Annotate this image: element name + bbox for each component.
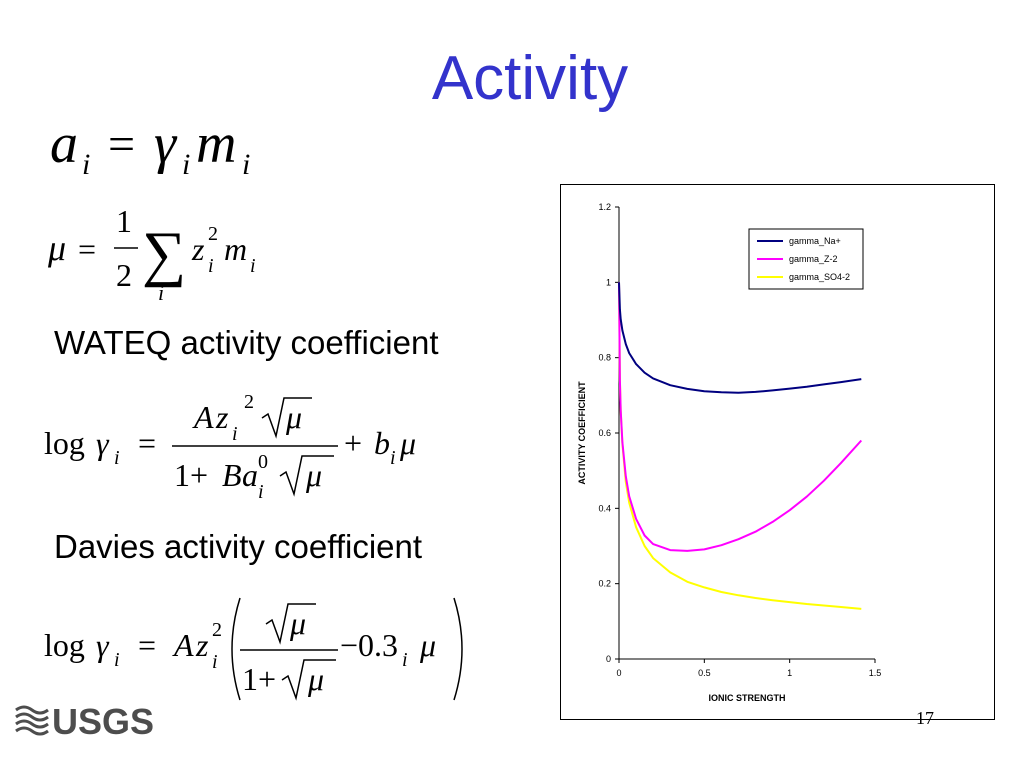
eq-davies-z-exp: 2 xyxy=(212,619,222,641)
eq-wateq-z: z xyxy=(215,399,229,435)
eq-activity-sub-i: i xyxy=(82,148,90,181)
usgs-logo: USGS xyxy=(15,701,154,742)
eq-davies-z-sub: i xyxy=(212,651,218,673)
x-axis-label: IONIC STRENGTH xyxy=(708,693,785,703)
y-tick-label: 0.8 xyxy=(598,353,611,363)
eq-is-m-sub: i xyxy=(250,255,256,277)
eq-wateq-equals: = xyxy=(138,425,156,461)
y-tick-label: 1.2 xyxy=(598,202,611,212)
eq-is-num: 1 xyxy=(116,203,132,239)
eq-is-z-sub: i xyxy=(208,255,214,277)
eq-davies-sqrt-top xyxy=(265,603,316,645)
y-tick-label: 0.6 xyxy=(598,428,611,438)
eq-activity-equals: = xyxy=(108,118,135,171)
eq-davies-equals: = xyxy=(138,627,156,663)
eq-davies-mu-end: μ xyxy=(419,627,436,663)
y-tick-label: 0.2 xyxy=(598,579,611,589)
davies-heading: Davies activity coefficient xyxy=(54,528,423,565)
eq-activity-a: a xyxy=(50,113,78,175)
activity-equation: a i = γ i m i xyxy=(50,113,250,181)
eq-wateq-a: a xyxy=(242,457,258,493)
y-tick-label: 0.4 xyxy=(598,503,611,513)
eq-is-den: 2 xyxy=(116,257,132,293)
legend-label-2: gamma_SO4-2 xyxy=(789,272,850,282)
eq-wateq-a-exp: 0 xyxy=(258,451,268,473)
eq-davies-log: log xyxy=(44,627,85,663)
eq-davies-A: A xyxy=(172,627,194,663)
eq-activity-m: m xyxy=(196,113,236,175)
usgs-wave-icon xyxy=(15,705,49,736)
chart-frame: 0 0.2 0.4 0.6 0.8 1 1.2 0 0.5 1 1.5 IONIC STRENGTH A… xyxy=(560,184,995,720)
eq-activity-sub-i2: i xyxy=(182,148,190,181)
slide-title: Activity xyxy=(431,44,629,113)
eq-davies-gamma-sub: i xyxy=(114,649,120,671)
eq-wateq-b: b xyxy=(374,425,390,461)
eq-davies-gamma: γ xyxy=(96,627,110,663)
eq-is-z: z xyxy=(191,231,205,267)
eq-is-sum: ∑ xyxy=(142,220,186,288)
eq-wateq-B: B xyxy=(222,457,242,493)
eq-wateq-log: log xyxy=(44,425,85,461)
x-tick-label: 0.5 xyxy=(698,668,711,678)
x-tick-label: 0 xyxy=(616,668,621,678)
eq-wateq-gamma-sub: i xyxy=(114,447,120,469)
eq-wateq-sqrt-top xyxy=(261,397,312,439)
eq-wateq-A: A xyxy=(192,399,214,435)
y-tick-label: 1 xyxy=(606,277,611,287)
eq-davies-minus-const: −0.3 xyxy=(340,627,398,663)
eq-is-equals: = xyxy=(78,231,96,267)
eq-wateq-z-exp: 2 xyxy=(244,391,254,413)
x-tick-label: 1 xyxy=(787,668,792,678)
eq-davies-const-sub: i xyxy=(402,649,408,671)
activity-coefficient-chart: 0 0.2 0.4 0.6 0.8 1 1.2 0 0.5 1 1.5 IONIC STRENGTH A… xyxy=(577,202,882,703)
series-line-1 xyxy=(618,282,863,552)
usgs-logo-text: USGS xyxy=(52,701,154,742)
eq-wateq-sqrt-bottom xyxy=(279,455,334,497)
y-tick-label: 0 xyxy=(606,654,611,664)
eq-activity-gamma: γ xyxy=(154,113,178,175)
eq-activity-sub-i3: i xyxy=(242,148,250,181)
eq-wateq-mu-top: μ xyxy=(285,399,302,435)
x-tick-label: 1.5 xyxy=(869,668,882,678)
legend-label-1: gamma_Z-2 xyxy=(789,254,838,264)
page-number: 17 xyxy=(916,708,934,728)
eq-davies-mu-bottom: μ xyxy=(307,661,324,697)
series-line-0 xyxy=(618,282,862,394)
eq-is-sum-index: i xyxy=(158,280,164,305)
legend-label-0: gamma_Na+ xyxy=(789,236,841,246)
eq-davies-one-plus: 1+ xyxy=(242,661,276,697)
eq-is-m: m xyxy=(224,231,247,267)
series-line-2 xyxy=(618,282,862,610)
eq-wateq-z-sub: i xyxy=(232,423,238,445)
eq-wateq-plus: + xyxy=(344,425,362,461)
eq-davies-z: z xyxy=(195,627,209,663)
eq-davies-sqrt-bottom xyxy=(281,659,336,701)
eq-davies-mu-top: μ xyxy=(289,605,306,641)
eq-wateq-mu-bottom: μ xyxy=(305,457,322,493)
eq-is-z-exp: 2 xyxy=(208,223,218,245)
eq-wateq-a-sub: i xyxy=(258,481,264,503)
davies-equation: log γ i = A z i 2 μ 1+ μ −0.3 i μ xyxy=(44,597,463,701)
eq-is-mu: μ xyxy=(47,228,66,268)
eq-davies-paren-right xyxy=(453,597,463,701)
eq-wateq-one-plus: 1+ xyxy=(174,457,208,493)
eq-davies-paren-left xyxy=(231,597,241,701)
eq-wateq-gamma: γ xyxy=(96,425,110,461)
y-axis-label: ACTIVITY COEFFICIENT xyxy=(577,381,587,485)
wateq-heading: WATEQ activity coefficient xyxy=(54,324,439,361)
eq-wateq-mu-end: μ xyxy=(399,425,416,461)
ionic-strength-equation: μ = 1 2 ∑ i z i 2 m i xyxy=(47,203,256,305)
eq-wateq-b-sub: i xyxy=(390,447,396,469)
wateq-equation: log γ i = A z i 2 μ 1+ B a i 0 μ + b i μ xyxy=(44,391,416,503)
